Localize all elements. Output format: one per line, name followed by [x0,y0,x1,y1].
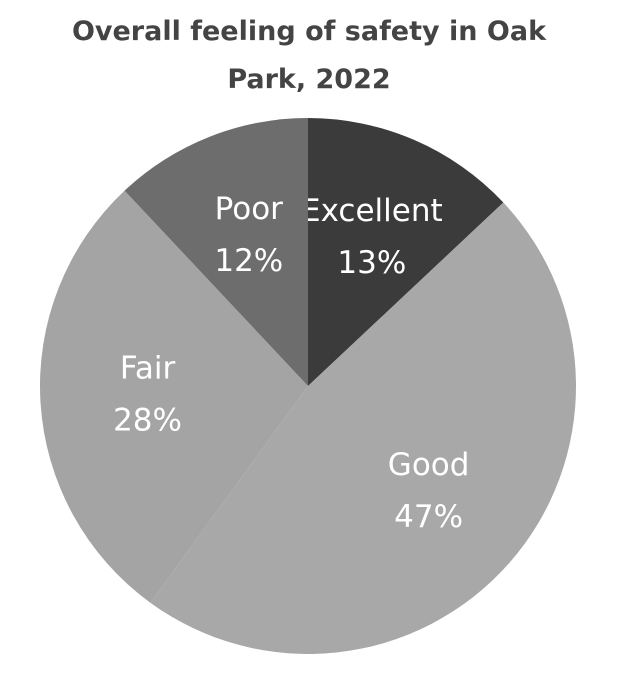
pie-slice [150,202,576,654]
pie-slice [124,118,308,386]
slice-value-label: 47% [394,499,463,535]
slice-value-label: 13% [337,245,406,281]
slice-label: Good [388,447,470,483]
slice-label: Poor [215,191,284,227]
pie-slice [40,190,308,603]
chart-title: Overall feeling of safety in Oak Park, 2… [71,16,547,95]
slice-label: Fair [120,351,176,387]
slice-value-label: 28% [113,403,182,439]
pie-slice [308,118,504,386]
slice-value-label: 12% [214,243,283,279]
slice-label: Excellent [301,193,443,229]
